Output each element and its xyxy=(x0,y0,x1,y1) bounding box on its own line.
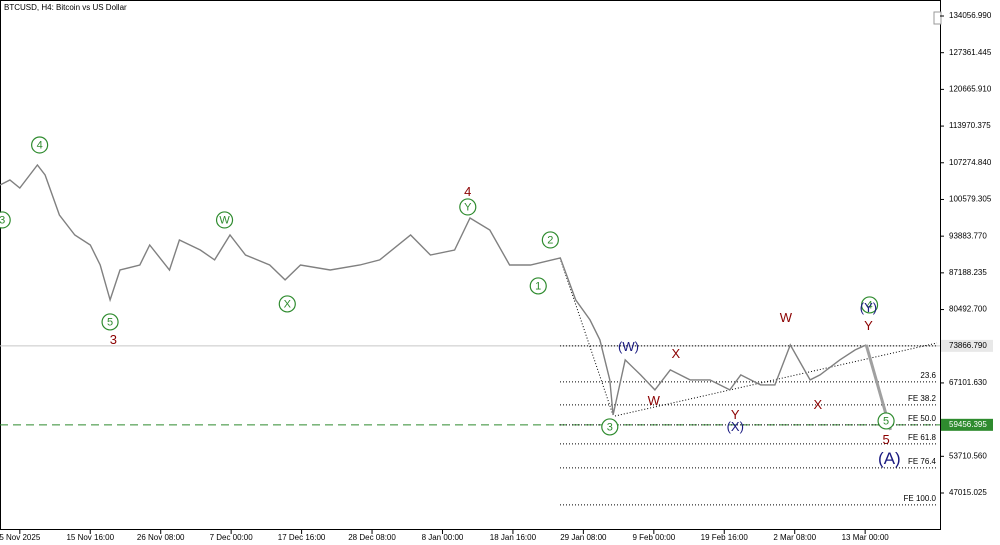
wave-circle xyxy=(529,277,547,295)
fib-label: 23.6 xyxy=(920,371,936,380)
fib-label: FE 61.8 xyxy=(908,433,937,442)
trend-line xyxy=(559,257,614,416)
price-label: 59456.395 xyxy=(949,420,987,429)
wave-circle xyxy=(601,418,619,436)
y-tick-label: 93883.770 xyxy=(949,231,987,240)
wave-circle xyxy=(101,313,119,331)
wave-label: Y xyxy=(464,201,472,213)
x-tick-label: 29 Jan 08:00 xyxy=(560,533,607,542)
wave-label: 3 xyxy=(607,421,613,433)
x-tick-label: 5 Nov 2025 xyxy=(0,533,41,542)
wave-label: (Y) xyxy=(860,300,877,315)
wave-circle xyxy=(278,295,296,313)
wave-label: W xyxy=(780,310,793,325)
fib-label: FE 38.2 xyxy=(908,394,937,403)
x-tick-label: 26 Nov 08:00 xyxy=(137,533,185,542)
wave-label: X xyxy=(813,397,822,412)
x-tick-label: 18 Jan 16:00 xyxy=(490,533,537,542)
price-line xyxy=(0,163,867,416)
x-tick-label: 28 Dec 08:00 xyxy=(348,533,396,542)
wave-label: 3 xyxy=(110,332,117,347)
x-tick-label: 8 Jan 00:00 xyxy=(422,533,464,542)
wave-circle xyxy=(31,136,49,154)
x-tick-label: 7 Dec 00:00 xyxy=(210,533,254,542)
scroll-icon xyxy=(933,11,942,25)
wave-label: Y xyxy=(731,407,740,422)
wave-label: 2 xyxy=(547,234,553,246)
wave-label: Y xyxy=(864,318,873,333)
price-label-box xyxy=(941,418,993,431)
x-tick-label: 13 Mar 00:00 xyxy=(842,533,890,542)
wave-label: 4 xyxy=(866,299,872,311)
x-tick-label: 9 Feb 00:00 xyxy=(632,533,675,542)
x-tick-label: 2 Mar 08:00 xyxy=(773,533,816,542)
fib-label: FE 50.0 xyxy=(908,414,937,423)
wave-circle xyxy=(0,211,11,229)
wave-label: 4 xyxy=(37,139,43,151)
wave-label: W xyxy=(219,214,230,226)
wave-circle xyxy=(541,231,559,249)
x-tick-label: 19 Feb 16:00 xyxy=(701,533,749,542)
wave-circle xyxy=(459,198,477,216)
x-tick-label: 17 Dec 16:00 xyxy=(278,533,326,542)
price-label-box xyxy=(941,339,993,352)
wave-label: X xyxy=(671,346,680,361)
wave-label: 5 xyxy=(107,316,113,328)
price-label: 73866.790 xyxy=(949,341,987,350)
y-tick-label: 127361.445 xyxy=(949,48,992,57)
wave-label: 5 xyxy=(882,432,889,447)
wave-label: 5 xyxy=(883,415,889,427)
fib-label: FE 76.4 xyxy=(908,457,937,466)
y-tick-label: 80492.700 xyxy=(949,305,987,314)
trend-line xyxy=(614,342,938,417)
y-tick-label: 134056.990 xyxy=(949,11,992,20)
wave-label: 1 xyxy=(535,280,541,292)
wave-label: 3 xyxy=(0,214,5,226)
wave-label: 4 xyxy=(464,184,471,199)
wave-label: (A) xyxy=(878,449,901,468)
plot-frame xyxy=(0,0,941,530)
y-tick-label: 120665.910 xyxy=(949,84,992,93)
y-tick-label: 53710.560 xyxy=(949,451,987,460)
x-tick-label: 15 Nov 16:00 xyxy=(66,533,114,542)
chart-title: BTCUSD, H4: Bitcoin vs US Dollar xyxy=(4,3,127,12)
wave-label: X xyxy=(284,298,292,310)
wave-label: (X) xyxy=(727,419,744,434)
y-tick-label: 47015.025 xyxy=(949,488,987,497)
y-tick-label: 107274.840 xyxy=(949,158,992,167)
wave-circle xyxy=(877,412,895,430)
wave-label: (W) xyxy=(618,339,639,354)
fib-label: FE 100.0 xyxy=(904,494,937,503)
y-tick-label: 67101.630 xyxy=(949,378,987,387)
wave-circle xyxy=(860,296,879,314)
y-tick-label: 87188.235 xyxy=(949,268,987,277)
y-tick-label: 100579.305 xyxy=(949,195,992,204)
wave-circle xyxy=(215,211,234,229)
y-tick-label: 113970.375 xyxy=(949,121,991,130)
wave-label: W xyxy=(648,393,661,408)
